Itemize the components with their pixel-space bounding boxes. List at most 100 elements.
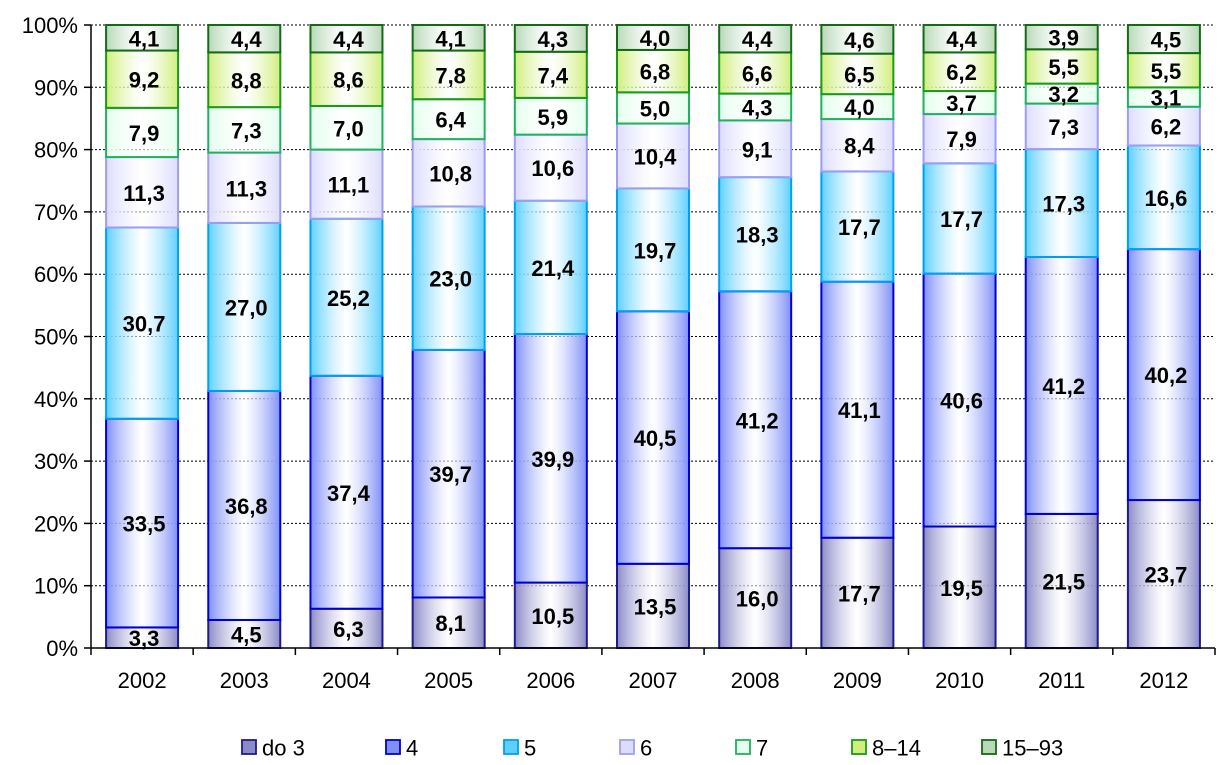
data-label: 10,8 bbox=[429, 161, 472, 186]
legend-swatch bbox=[851, 739, 867, 755]
data-label: 17,7 bbox=[838, 215, 881, 240]
y-tick-label: 90% bbox=[34, 75, 78, 100]
bar-segment-5-2011 bbox=[1024, 148, 1099, 258]
x-tick-label: 2009 bbox=[833, 668, 882, 693]
legend-item: 6 bbox=[619, 736, 652, 761]
data-label: 4,4 bbox=[231, 27, 262, 52]
bar-segment-6-2011 bbox=[1024, 102, 1099, 151]
data-label: 3,7 bbox=[946, 91, 977, 116]
bar-segment-7-2002 bbox=[105, 106, 180, 159]
x-tick-label: 2011 bbox=[1038, 668, 1085, 693]
data-label: 3,9 bbox=[1048, 26, 1079, 51]
bar-segment-8-14-2005 bbox=[411, 49, 486, 101]
data-label: 6,2 bbox=[1151, 115, 1182, 140]
bar-segment-5-2007 bbox=[616, 187, 690, 313]
y-tick-label: 30% bbox=[34, 449, 78, 474]
data-label: 6,5 bbox=[844, 62, 875, 87]
bar-segment-7-2003 bbox=[207, 106, 282, 154]
legend-label: do 3 bbox=[262, 736, 305, 761]
bar-segment-5-2006 bbox=[513, 199, 588, 336]
data-label: 4,1 bbox=[129, 26, 160, 51]
bar-segment-5-2009 bbox=[820, 170, 895, 283]
data-label: 11,3 bbox=[225, 176, 267, 201]
data-label: 30,7 bbox=[123, 312, 166, 337]
data-label: 25,2 bbox=[327, 286, 370, 311]
data-label: 40,2 bbox=[1144, 363, 1187, 388]
data-label: 36,8 bbox=[225, 494, 268, 519]
x-tick-label: 2003 bbox=[220, 668, 269, 693]
bar-segment-15-93-2012 bbox=[1126, 24, 1201, 55]
y-tick-label: 50% bbox=[34, 325, 78, 350]
y-tick-label: 40% bbox=[34, 387, 78, 412]
bar-segment-15-93-2011 bbox=[1024, 24, 1099, 51]
bar-segment-6-2009 bbox=[820, 118, 895, 173]
data-label: 10,4 bbox=[634, 144, 678, 169]
bar-segment-8-14-2008 bbox=[718, 51, 793, 95]
legend-swatch bbox=[503, 739, 519, 755]
axes: 0% 10% 20% 30% 40% 50% 60% 70% 80% 90% 100% 2002 200… bbox=[22, 13, 1216, 693]
data-label: 8,6 bbox=[333, 68, 364, 93]
data-label: 13,5 bbox=[634, 594, 677, 619]
data-label: 10,5 bbox=[531, 604, 574, 629]
data-label: 5,5 bbox=[1048, 55, 1079, 80]
legend-item: 5 bbox=[503, 736, 536, 761]
bar-segment-15-93-2010 bbox=[922, 24, 997, 54]
data-label: 41,2 bbox=[1042, 374, 1085, 399]
data-label: 27,0 bbox=[225, 295, 268, 320]
bar-segment-do-3-2012 bbox=[1126, 499, 1201, 649]
bar-segment-15-93-2006 bbox=[513, 24, 588, 53]
x-tick-label: 2002 bbox=[118, 668, 167, 693]
bar-segment-4-2011 bbox=[1024, 255, 1099, 515]
data-label: 33,5 bbox=[123, 512, 166, 537]
bar-segment-8-14-2004 bbox=[309, 51, 384, 107]
bar-segment-do-3-2006 bbox=[513, 581, 588, 650]
bar-segment-6-2008 bbox=[718, 119, 793, 179]
bar-segment-4-2003 bbox=[207, 389, 282, 621]
data-label: 8,1 bbox=[435, 611, 466, 636]
bar-segment-7-2007 bbox=[616, 91, 690, 125]
bar-segment-6-2003 bbox=[207, 151, 282, 224]
legend-item: 4 bbox=[385, 736, 418, 761]
legend-label: 7 bbox=[756, 736, 768, 761]
x-tick-label: 2008 bbox=[731, 668, 780, 693]
x-tick-label: 2005 bbox=[424, 668, 473, 693]
legend-swatch bbox=[241, 739, 257, 755]
bar-segment-8-14-2009 bbox=[820, 52, 895, 96]
data-label: 7,8 bbox=[435, 63, 466, 88]
legend-label: 6 bbox=[640, 736, 652, 761]
y-tick-label: 20% bbox=[34, 511, 78, 536]
bar-segment-do-3-2009 bbox=[820, 536, 895, 649]
data-label: 11,3 bbox=[123, 181, 165, 206]
data-label: 4,4 bbox=[946, 27, 977, 52]
legend-swatch bbox=[981, 739, 997, 755]
data-label: 9,2 bbox=[129, 68, 160, 93]
data-labels: 3,3 33,5 30,7 11,3 7,9 9,2 4,1 4,5 36,8 27,0 11,3 7… bbox=[123, 26, 1188, 652]
data-label: 16,6 bbox=[1144, 186, 1187, 211]
bar-segment-8-14-2002 bbox=[105, 49, 180, 109]
data-label: 3,2 bbox=[1048, 82, 1079, 107]
data-label: 7,3 bbox=[231, 118, 262, 143]
bar-segment-5-2010 bbox=[922, 162, 997, 275]
data-label: 4,3 bbox=[538, 27, 569, 52]
bar-segment-do-3-2003 bbox=[207, 618, 282, 649]
bar-segment-7-2005 bbox=[411, 98, 486, 141]
data-label: 4,0 bbox=[640, 26, 671, 51]
data-label: 5,0 bbox=[640, 96, 671, 121]
data-label: 6,3 bbox=[333, 617, 364, 642]
bar-segment-6-2005 bbox=[411, 138, 486, 208]
bar-segment-15-93-2007 bbox=[616, 24, 690, 51]
data-label: 8,8 bbox=[231, 68, 262, 93]
bar-segment-6-2004 bbox=[309, 148, 384, 220]
data-label: 41,2 bbox=[736, 408, 779, 433]
legend-label: 8–14 bbox=[872, 736, 921, 761]
data-label: 6,4 bbox=[435, 108, 466, 133]
data-label: 23,7 bbox=[1144, 563, 1187, 588]
bar-segment-7-2009 bbox=[820, 93, 895, 121]
data-label: 39,9 bbox=[531, 447, 574, 472]
y-tick-label: 70% bbox=[34, 200, 78, 225]
data-label: 7,3 bbox=[1048, 115, 1079, 140]
data-label: 4,6 bbox=[844, 28, 875, 53]
legend: do 3 4 5 6 7 8–14 15–93 bbox=[241, 736, 1063, 761]
legend-item: 7 bbox=[735, 736, 768, 761]
